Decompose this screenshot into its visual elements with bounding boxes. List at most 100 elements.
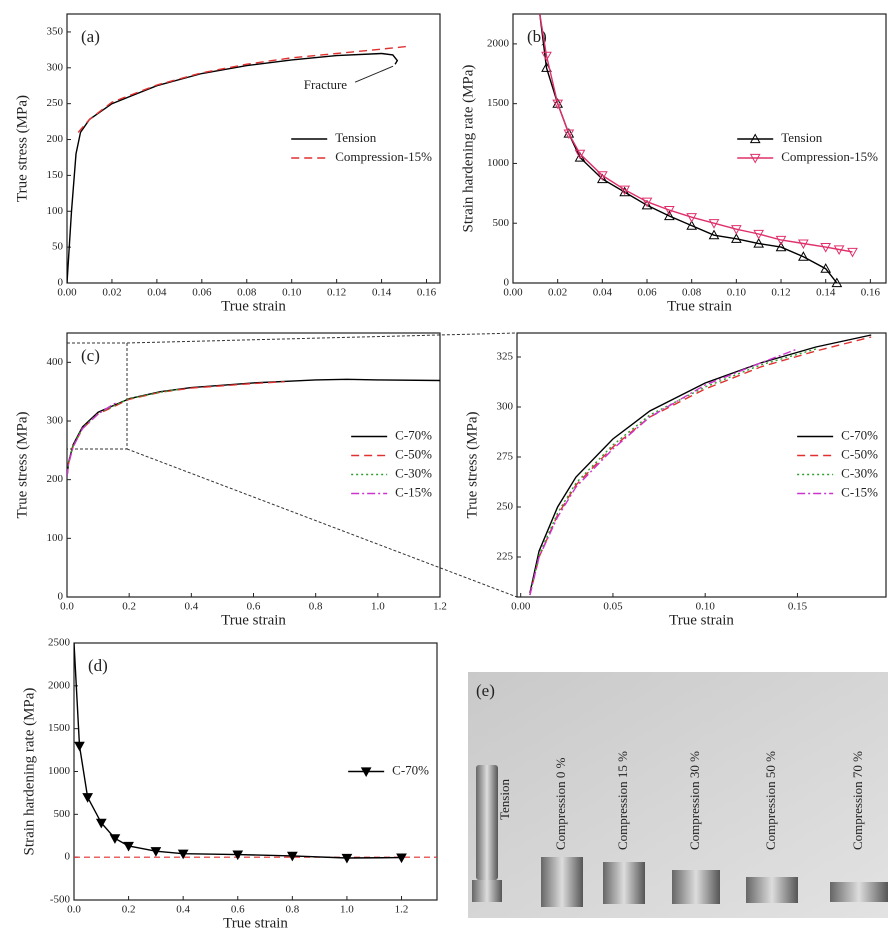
marker [753,238,765,248]
y-tick-label: 400 [47,356,64,368]
y-tick-label: 250 [47,97,64,109]
y-tick-label: 250 [497,501,514,513]
specimen [672,870,720,904]
series-line [529,348,798,596]
specimen [603,862,645,904]
x-tick-label: 0.08 [682,287,702,299]
specimen [746,877,798,903]
zoom-connector [126,448,518,598]
y-tick-label: 275 [497,451,514,463]
legend-label: C-50% [841,446,878,461]
y-tick-label: 1500 [487,97,510,109]
marker [232,850,244,861]
marker [749,133,761,144]
marker [596,171,608,181]
marker [109,834,121,844]
y-tick-label: 50 [52,241,64,253]
x-tick-label: 0.6 [247,601,261,613]
marker [177,849,189,860]
specimen-label: Compression 50 % [763,751,778,850]
series-line [529,336,872,596]
x-tick-label: 0.6 [231,904,245,916]
series-line [77,45,409,133]
y-tick-label: 2500 [48,637,71,649]
x-tick-label: 0.06 [637,287,657,299]
specimen [472,880,502,902]
x-tick-label: 0.08 [237,287,257,299]
x-axis-label: True strain [669,612,734,628]
marker [798,239,809,250]
x-tick-label: 0.00 [511,601,531,613]
x-tick-label: 0.8 [309,601,323,613]
x-tick-label: 0.4 [176,904,190,916]
x-tick-label: 0.04 [147,287,167,299]
x-axis-label: True strain [223,915,288,931]
x-axis-label: True strain [221,612,286,628]
series-line [67,381,285,477]
x-tick-label: 0.00 [503,287,523,299]
x-tick-label: 0.10 [727,287,747,299]
marker [831,277,843,288]
plot-frame [66,332,441,598]
marker [753,229,765,240]
legend: C-70% [348,762,429,777]
plot-frame [516,332,887,598]
marker [123,841,134,852]
chart-panel: 0.00 0.02 0.04 0.06 0.08 0.10 0.12 0.14 0.16 0 500… [460,13,887,314]
x-tick-label: 0.14 [372,287,392,299]
marker [341,853,353,864]
marker [641,199,653,210]
y-tick-label: 0 [58,277,64,289]
marker [708,229,720,240]
y-tick-label: 500 [493,217,510,229]
series-line [67,52,399,283]
marker [833,245,845,256]
y-axis-label: Strain hardening rate (MPa) [21,688,37,856]
x-tick-label: 0.8 [285,904,299,916]
specimen-label: Tension [497,779,512,820]
x-axis-label: True strain [667,298,732,314]
legend-label: Tension [781,130,822,145]
specimen-label: Compression 30 % [687,751,702,850]
series-line [529,348,817,596]
chart-panel: 0.00 0.02 0.04 0.06 0.08 0.10 0.12 0.14 0.16 0 50 1… [14,13,441,314]
legend-label: C-70% [841,427,878,442]
y-tick-label: 2000 [48,679,71,691]
y-tick-label: 0 [58,591,64,603]
y-axis-label: Strain hardening rate (MPa) [460,65,476,233]
marker [641,197,653,208]
marker [619,185,631,196]
x-tick-label: 1.0 [340,904,354,916]
photo-panel: (e) [468,672,888,918]
x-tick-label: 0.16 [861,287,881,299]
marker [82,793,93,803]
marker [563,129,575,140]
y-tick-label: 1000 [48,765,71,777]
specimen [476,765,498,880]
x-tick-label: 0.0 [67,904,81,916]
chart-panel: 0.0 0.2 0.4 0.6 0.8 1.0 1.2 0 100 200 300 400 True s… [14,332,447,628]
chart-panel: 0.0 0.2 0.4 0.6 0.8 1.0 1.2 -500 0 500 1000 1500 200… [21,637,438,931]
legend: Tension Compression-15% [291,130,432,164]
legend: C-70% C-50% C-30% C-15% [351,427,432,499]
x-tick-label: 0.05 [603,601,623,613]
y-tick-label: 0 [504,277,510,289]
y-axis-label: True stress (MPa) [464,412,480,519]
chart-panel: 0.00 0.05 0.10 0.15 225 250 275 300 325 True stra… [464,332,887,628]
marker [686,213,698,223]
y-tick-label: 300 [47,61,64,73]
legend: Tension Compression-15% [737,130,878,164]
x-tick-label: 1.2 [433,601,447,613]
y-tick-label: 300 [497,401,514,413]
legend-label: Compression-15% [781,149,878,164]
marker [552,99,564,110]
marker [596,173,608,184]
y-tick-label: 150 [47,169,64,181]
y-axis-label: True stress (MPa) [14,412,30,519]
x-tick-label: 0.2 [122,904,136,916]
plot-frame [66,13,441,284]
x-tick-label: 0.00 [57,287,77,299]
x-tick-label: 0.10 [282,287,302,299]
marker [775,235,787,246]
legend-label: C-30% [841,465,878,480]
